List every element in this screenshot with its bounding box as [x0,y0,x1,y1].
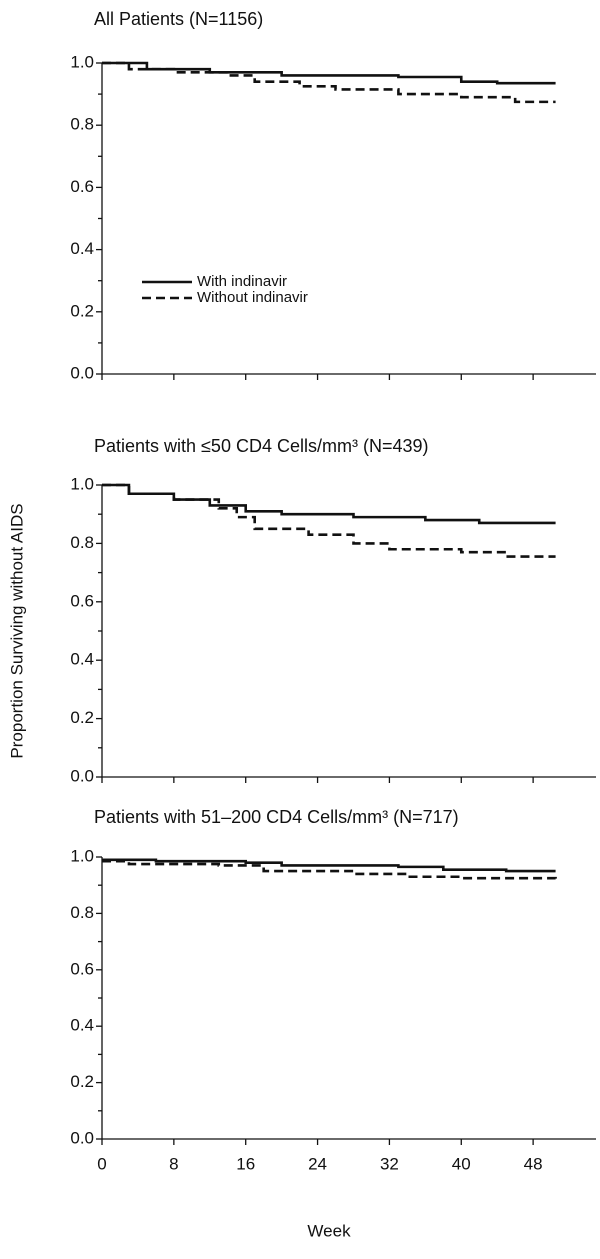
x-tick-label: 24 [308,1154,327,1173]
x-axis-label: Week [307,1221,351,1240]
survival-curve [102,61,556,85]
x-tick-label: 0 [97,1154,106,1173]
y-tick-label: 0.6 [70,959,94,978]
y-tick-label: 1.0 [70,52,94,71]
chart-title: All Patients (N=1156) [94,9,263,29]
chart-title: Patients with ≤50 CD4 Cells/mm³ (N=439) [94,436,429,456]
x-tick-label: 16 [236,1154,255,1173]
survival-curve [102,483,556,525]
y-tick-label: 0.2 [70,1072,94,1091]
x-tick-label: 8 [169,1154,178,1173]
y-tick-label: 0.6 [70,591,94,610]
x-tick-label: 48 [524,1154,543,1173]
y-tick-label: 0.6 [70,177,94,196]
y-tick-label: 0.2 [70,708,94,727]
survival-curve [102,483,556,558]
y-tick-label: 0.0 [70,363,94,382]
y-tick-label: 0.4 [70,1016,94,1035]
survival-curve [102,858,556,873]
y-tick-label: 0.8 [70,115,94,134]
y-tick-label: 0.2 [70,301,94,320]
legend-label: With indinavir [197,273,287,290]
y-tick-label: 1.0 [70,846,94,865]
y-tick-label: 0.0 [70,766,94,785]
y-axis-label: Proportion Surviving without AIDS [7,503,26,758]
survival-curve [102,859,557,880]
legend-label: Without indinavir [197,289,308,306]
y-tick-label: 1.0 [70,474,94,493]
x-tick-label: 32 [380,1154,399,1173]
survival-curve [102,61,556,104]
y-tick-label: 0.4 [70,650,94,669]
y-tick-label: 0.0 [70,1128,94,1147]
chart-title: Patients with 51–200 CD4 Cells/mm³ (N=71… [94,807,459,827]
y-tick-label: 0.8 [70,903,94,922]
x-tick-label: 40 [452,1154,471,1173]
y-tick-label: 0.8 [70,533,94,552]
y-tick-label: 0.4 [70,239,94,258]
